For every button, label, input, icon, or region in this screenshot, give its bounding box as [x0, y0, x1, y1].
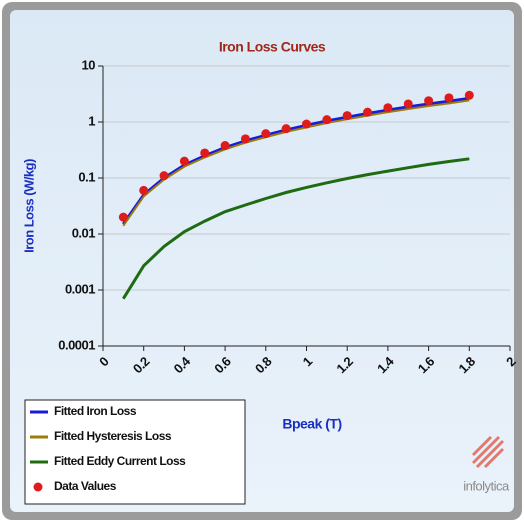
legend-label: Data Values: [54, 479, 117, 493]
data-point: [220, 141, 230, 151]
legend-label: Fitted Eddy Current Loss: [54, 454, 186, 468]
data-point: [322, 115, 332, 125]
y-tick-label: 0.0001: [58, 337, 95, 352]
chart-title: Iron Loss Curves: [219, 39, 326, 55]
data-point: [464, 90, 474, 100]
data-point: [302, 119, 311, 129]
y-tick-label: 0.1: [78, 169, 95, 184]
logo-text: infolytica: [463, 478, 510, 493]
legend-label: Fitted Hysteresis Loss: [54, 429, 172, 443]
y-tick-label: 10: [82, 57, 96, 72]
legend-label: Fitted Iron Loss: [54, 404, 137, 418]
data-point: [240, 134, 250, 144]
y-tick-label: 0.001: [65, 281, 95, 296]
x-axis-label: Bpeak (T): [282, 416, 341, 432]
panel: [10, 10, 514, 512]
data-point: [261, 129, 271, 139]
data-point: [139, 185, 149, 195]
series-line: [122, 157, 470, 300]
data-point: [118, 212, 128, 222]
y-tick-label: 0.01: [72, 225, 96, 240]
data-point: [342, 111, 352, 121]
logo-mark: [471, 435, 505, 469]
legend-marker: [33, 482, 43, 492]
legend: [24, 399, 246, 505]
data-point: [444, 93, 454, 103]
data-point: [200, 148, 210, 158]
data-point: [403, 99, 413, 109]
y-axis-label: Iron Loss (W/kg): [21, 159, 36, 253]
data-point: [383, 103, 393, 113]
data-point: [363, 107, 373, 117]
data-point: [179, 156, 189, 166]
data-point: [424, 96, 434, 106]
series-line: [122, 99, 470, 227]
y-tick-label: 1: [88, 113, 95, 128]
data-point: [281, 124, 291, 134]
data-point: [159, 171, 169, 181]
